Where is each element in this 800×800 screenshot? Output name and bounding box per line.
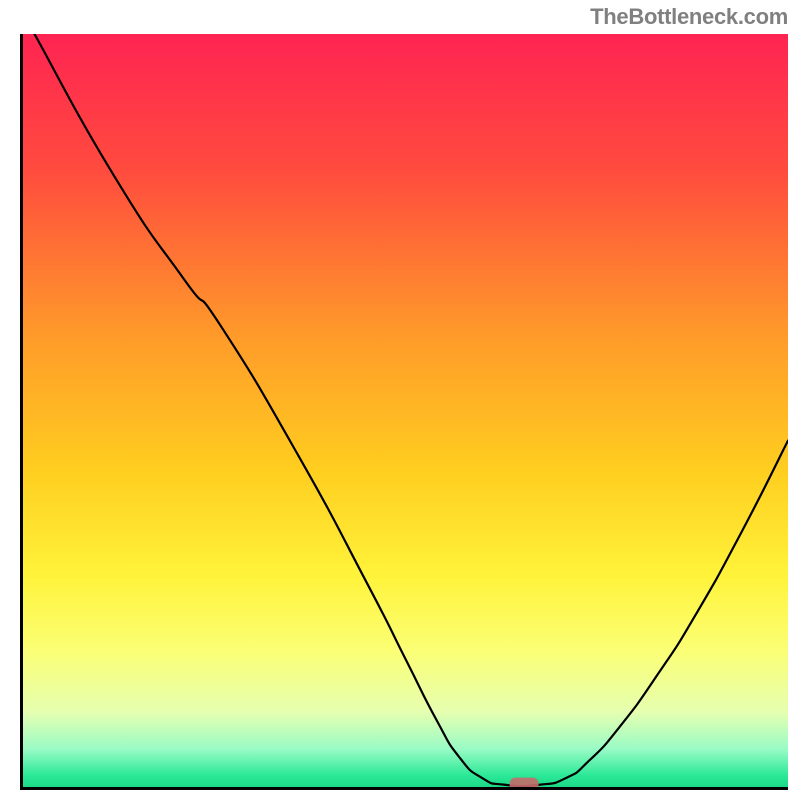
chart-svg bbox=[20, 34, 788, 790]
plot-area bbox=[20, 34, 788, 790]
chart-container: TheBottleneck.com bbox=[0, 0, 800, 800]
gradient-background bbox=[23, 34, 788, 787]
watermark-text: TheBottleneck.com bbox=[590, 4, 788, 30]
